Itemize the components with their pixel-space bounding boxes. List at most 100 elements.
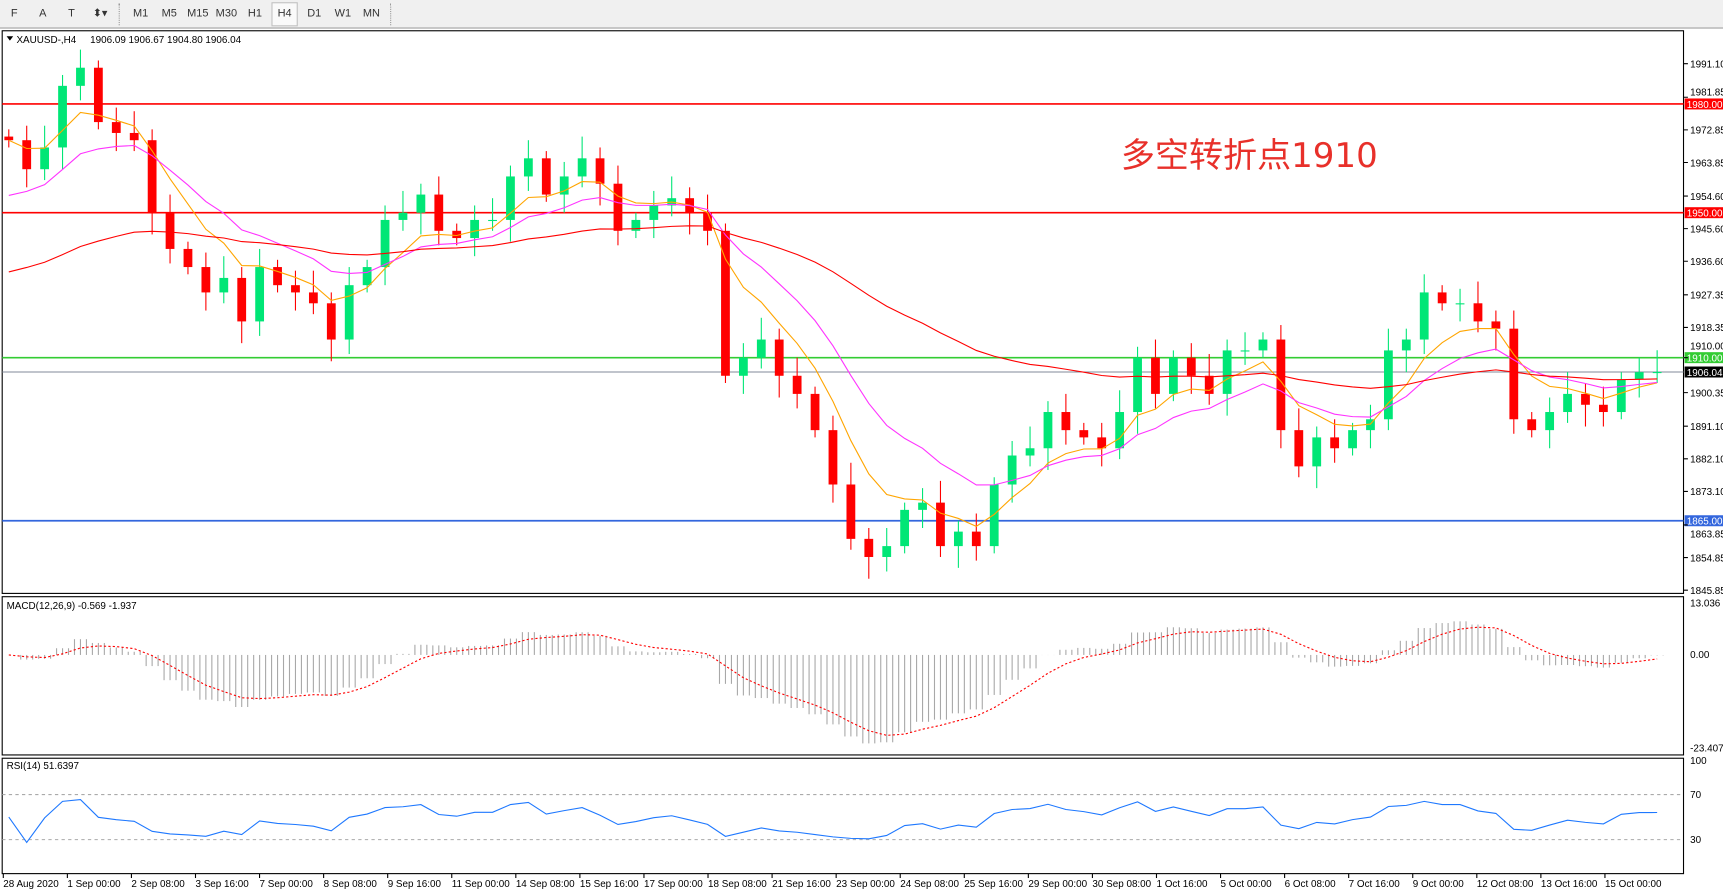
candle-body	[631, 219, 641, 231]
text-label-icon[interactable]: T	[68, 7, 75, 20]
level-price-label: 1865.00	[1687, 517, 1723, 528]
level-price-label: 1910.00	[1687, 354, 1723, 365]
candle-body	[93, 67, 103, 123]
time-axis-label: 9 Sep 16:00	[388, 879, 442, 890]
time-axis-label: 13 Oct 16:00	[1541, 879, 1598, 890]
candle-body	[1401, 339, 1411, 351]
macd-signal-line	[8, 626, 1658, 736]
candle-body	[1222, 350, 1232, 394]
timeframe-d1-button[interactable]: D1	[307, 7, 322, 20]
candle-body	[416, 194, 426, 213]
candle-body	[846, 484, 856, 539]
candle-body	[1204, 375, 1214, 394]
candle-body	[1509, 328, 1519, 420]
price-axis-label: 1863.85	[1690, 530, 1723, 541]
candle-body	[810, 393, 820, 431]
price-axis-label: 1963.85	[1690, 158, 1723, 169]
candle-body	[918, 502, 927, 510]
candle-body	[506, 176, 515, 220]
timeframe-w1-button[interactable]: W1	[334, 7, 352, 20]
price-axis-label: 1927.35	[1690, 291, 1723, 302]
time-axis-label: 28 Aug 2020	[3, 879, 59, 890]
candle-body	[237, 277, 247, 322]
candle-body	[1473, 303, 1483, 322]
time-axis-label: 1 Sep 00:00	[67, 879, 121, 890]
candle-body	[1616, 379, 1626, 413]
level-price-tag	[1684, 352, 1723, 364]
timeframe-m30-button[interactable]: M30	[215, 7, 238, 20]
candle-body	[595, 158, 605, 184]
text-icon[interactable]: A	[39, 7, 47, 20]
candle-body	[1097, 437, 1107, 449]
candle-body	[1025, 448, 1035, 456]
candle-body	[1581, 393, 1590, 405]
main-price-panel[interactable]	[1, 30, 1685, 594]
candle-body	[76, 67, 85, 86]
candle-body	[111, 122, 121, 133]
collapse-triangle-icon[interactable]	[6, 36, 14, 41]
candle-body	[470, 219, 480, 239]
candle-body	[58, 85, 67, 148]
candle-body	[1366, 419, 1375, 431]
price-axis-label: 1891.10	[1690, 422, 1723, 433]
candle-body	[577, 158, 587, 177]
rsi-axis-label: 100	[1690, 756, 1707, 767]
time-axis-label: 12 Oct 08:00	[1477, 879, 1534, 890]
price-axis-label: 1972.85	[1690, 126, 1723, 137]
candle-body	[559, 176, 569, 195]
candle-body	[703, 212, 712, 231]
candle-body	[1312, 437, 1322, 467]
rsi-line	[8, 798, 1658, 844]
macd-panel[interactable]	[1, 596, 1685, 756]
time-axis-label: 29 Sep 00:00	[1028, 879, 1087, 890]
timeframe-mn-button[interactable]: MN	[362, 7, 380, 20]
candle-body	[1043, 412, 1053, 449]
ma-slow-line	[8, 225, 1658, 389]
price-axis-label: 1900.35	[1690, 388, 1723, 399]
time-axis-label: 21 Sep 16:00	[772, 879, 831, 890]
price-axis-label: 1845.85	[1690, 586, 1723, 597]
time-axis-label: 9 Oct 00:00	[1413, 879, 1465, 890]
ohlc-values: 1906.09 1906.67 1904.80 1906.04	[90, 35, 242, 46]
time-axis-label: 14 Sep 08:00	[516, 879, 575, 890]
time-axis-label: 2 Sep 08:00	[131, 879, 185, 890]
candle-body	[362, 267, 372, 286]
price-axis-label: 1936.60	[1690, 257, 1723, 268]
candle-body	[1348, 430, 1357, 449]
time-axis-label: 15 Sep 16:00	[580, 879, 639, 890]
candle-body	[1437, 292, 1447, 304]
candle-body	[1527, 419, 1537, 431]
candle-body	[541, 158, 551, 195]
timeframe-m15-button[interactable]: M15	[187, 7, 209, 20]
timeframe-h4-button[interactable]: H4	[271, 1, 298, 26]
candle-body	[4, 136, 14, 141]
timeframe-m1-button[interactable]: M1	[133, 7, 149, 20]
time-axis-label: 5 Oct 00:00	[1221, 879, 1273, 890]
timeframe-h1-button[interactable]: H1	[247, 7, 262, 20]
candle-body	[1186, 357, 1196, 376]
annotation-text[interactable]: 多空转折点1910	[1121, 136, 1378, 176]
candle-body	[1383, 350, 1393, 420]
level-price-tag	[1684, 98, 1723, 110]
level-price-label: 1980.00	[1687, 100, 1723, 111]
rsi-axis-label: 70	[1690, 790, 1701, 801]
candle-body	[864, 538, 874, 557]
macd-axis-label: 13.036	[1690, 598, 1721, 609]
candle-body	[1419, 292, 1429, 340]
time-axis-label: 23 Sep 00:00	[836, 879, 895, 890]
level-price-label: 1950.00	[1687, 209, 1723, 220]
time-axis-label: 17 Sep 00:00	[644, 879, 703, 890]
price-axis-label: 1882.10	[1690, 455, 1723, 466]
level-price-label: 1906.04	[1687, 368, 1723, 379]
timeframe-m5-button[interactable]: M5	[161, 7, 177, 20]
candle-body	[523, 158, 533, 177]
fibo-icon[interactable]: F	[10, 7, 18, 20]
arrows-icon[interactable]: ⬍▾	[92, 7, 108, 20]
price-axis-label: 1991.10	[1690, 60, 1723, 71]
rsi-panel[interactable]	[1, 757, 1685, 875]
candle-body	[22, 140, 32, 170]
candle-body	[1634, 372, 1644, 380]
price-axis-label: 1873.10	[1690, 487, 1723, 498]
